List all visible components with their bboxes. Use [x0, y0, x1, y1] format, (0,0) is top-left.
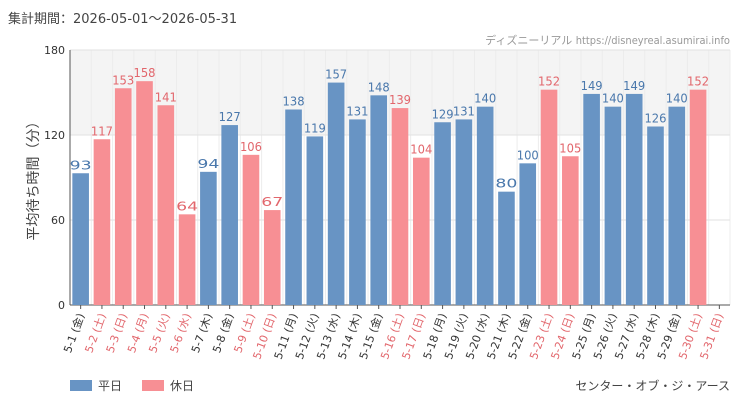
- bar-23: [540, 89, 558, 306]
- data-label-25: 149: [581, 79, 603, 93]
- bar-15: [370, 95, 388, 305]
- bar-20: [476, 106, 494, 306]
- bar-4: [136, 81, 153, 306]
- bar-24: [562, 156, 579, 305]
- bar-19: [455, 119, 473, 306]
- bar-30: [689, 89, 707, 306]
- bar-1: [72, 173, 89, 305]
- data-label-8: 127: [219, 110, 241, 124]
- data-label-18: 129: [432, 107, 454, 121]
- bar-16: [391, 108, 409, 305]
- data-label-9: 106: [240, 140, 262, 154]
- legend-swatch-holiday: [142, 380, 165, 391]
- bar-27: [625, 93, 643, 306]
- bar-12: [306, 136, 324, 305]
- data-label-26: 140: [602, 92, 624, 106]
- data-label-2: 117: [91, 124, 113, 138]
- data-label-22: 100: [517, 148, 539, 162]
- bar-11: [285, 109, 302, 305]
- data-label-14: 131: [346, 104, 368, 118]
- bar-7: [200, 171, 217, 305]
- data-label-4: 158: [134, 66, 156, 80]
- bar-17: [412, 157, 430, 305]
- site-name: ディズニーリアル: [485, 34, 573, 47]
- period-label: 集計期間：2026-05-01〜2026-05-31: [8, 12, 238, 27]
- data-label-21: 80: [495, 177, 517, 191]
- data-label-11: 138: [283, 95, 305, 109]
- data-label-13: 157: [325, 68, 347, 82]
- data-label-24: 105: [559, 141, 581, 155]
- data-label-6: 64: [176, 199, 198, 213]
- data-label-16: 139: [389, 93, 411, 107]
- legend-item-weekday[interactable]: 平日: [70, 377, 122, 394]
- data-label-27: 149: [623, 79, 645, 93]
- data-label-20: 140: [474, 92, 496, 106]
- data-label-23: 152: [538, 75, 560, 89]
- data-label-7: 94: [197, 157, 219, 171]
- y-tick-label: 0: [58, 299, 65, 312]
- data-label-19: 131: [453, 104, 475, 118]
- y-tick-label: 180: [44, 44, 65, 57]
- attraction-name: センター・オブ・ジ・アース: [575, 379, 730, 393]
- y-tick-label: 120: [44, 129, 65, 142]
- bar-22: [519, 163, 537, 305]
- bar-6: [178, 214, 196, 305]
- bar-5: [157, 105, 175, 305]
- bar-18: [434, 122, 451, 305]
- bar-2: [93, 139, 111, 305]
- site-url[interactable]: https://disneyreal.asumirai.info: [575, 34, 730, 47]
- bar-9: [242, 154, 260, 305]
- bar-29: [668, 106, 686, 306]
- legend-item-holiday[interactable]: 休日: [142, 377, 194, 394]
- bar-10: [263, 210, 281, 305]
- bar-21: [498, 191, 515, 305]
- data-label-5: 141: [155, 90, 177, 104]
- bar-14: [349, 119, 366, 306]
- y-tick-label: 60: [51, 214, 65, 227]
- bar-26: [604, 106, 622, 306]
- legend: 平日 休日: [70, 377, 194, 394]
- data-label-29: 140: [666, 92, 688, 106]
- bar-25: [583, 93, 600, 306]
- data-label-15: 148: [368, 80, 390, 94]
- legend-swatch-weekday: [70, 380, 92, 391]
- data-label-10: 67: [261, 195, 283, 209]
- legend-label-weekday: 平日: [98, 379, 123, 393]
- legend-label-holiday: 休日: [170, 379, 195, 393]
- data-label-28: 126: [644, 112, 666, 126]
- bar-8: [221, 125, 238, 305]
- data-label-3: 153: [112, 73, 134, 87]
- bar-28: [647, 126, 664, 305]
- data-label-12: 119: [304, 121, 326, 135]
- bar-3: [114, 88, 132, 305]
- data-label-1: 93: [70, 158, 92, 172]
- data-label-30: 152: [687, 75, 709, 89]
- y-axis-title: 平均待ち時間（分）: [26, 115, 42, 241]
- bar-13: [327, 82, 345, 305]
- site-credit: ディズニーリアル https://disneyreal.asumirai.inf…: [485, 32, 730, 48]
- data-label-17: 104: [410, 143, 432, 157]
